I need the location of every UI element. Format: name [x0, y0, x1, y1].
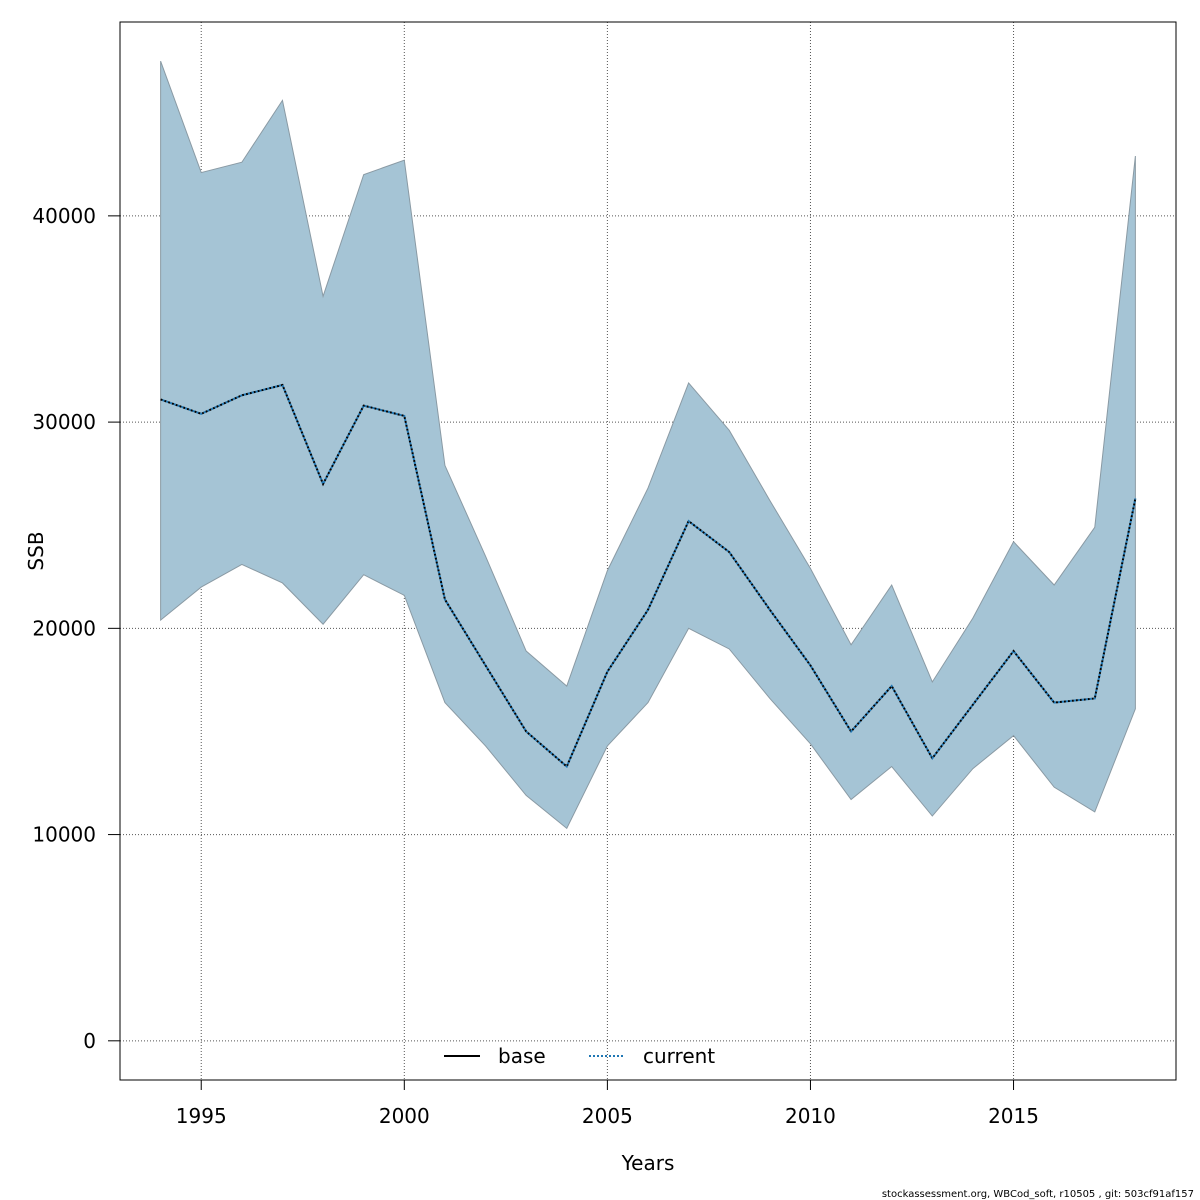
y-tick-label: 10000 — [32, 823, 96, 847]
x-tick-label: 2015 — [988, 1104, 1039, 1128]
y-tick-label: 40000 — [32, 204, 96, 228]
x-tick-label: 2010 — [785, 1104, 836, 1128]
x-tick-label: 1995 — [176, 1104, 227, 1128]
x-axis: 1995 2000 2005 2010 2015 — [176, 1080, 1039, 1128]
footer-note: stockassessment.org, WBCod_soft, r10505 … — [882, 1189, 1194, 1200]
y-tick-label: 0 — [83, 1029, 96, 1053]
y-tick-label: 30000 — [32, 410, 96, 434]
plot-frame — [119, 21, 1177, 1081]
y-tick-label: 20000 — [32, 616, 96, 640]
confidence-band — [160, 61, 1136, 830]
x-tick-label: 2000 — [379, 1104, 430, 1128]
series-lines-layer — [160, 383, 1137, 769]
legend: base current — [444, 1044, 715, 1068]
x-axis-title: Years — [621, 1151, 675, 1175]
y-axis-title: SSB — [24, 531, 48, 570]
legend-current-label: current — [643, 1044, 715, 1068]
legend-base-label: base — [498, 1044, 546, 1068]
x-tick-label: 2005 — [582, 1104, 633, 1128]
confidence-band-layer — [160, 61, 1136, 830]
series-base-line — [160, 383, 1137, 769]
y-axis: 0 10000 20000 30000 40000 — [32, 204, 120, 1053]
